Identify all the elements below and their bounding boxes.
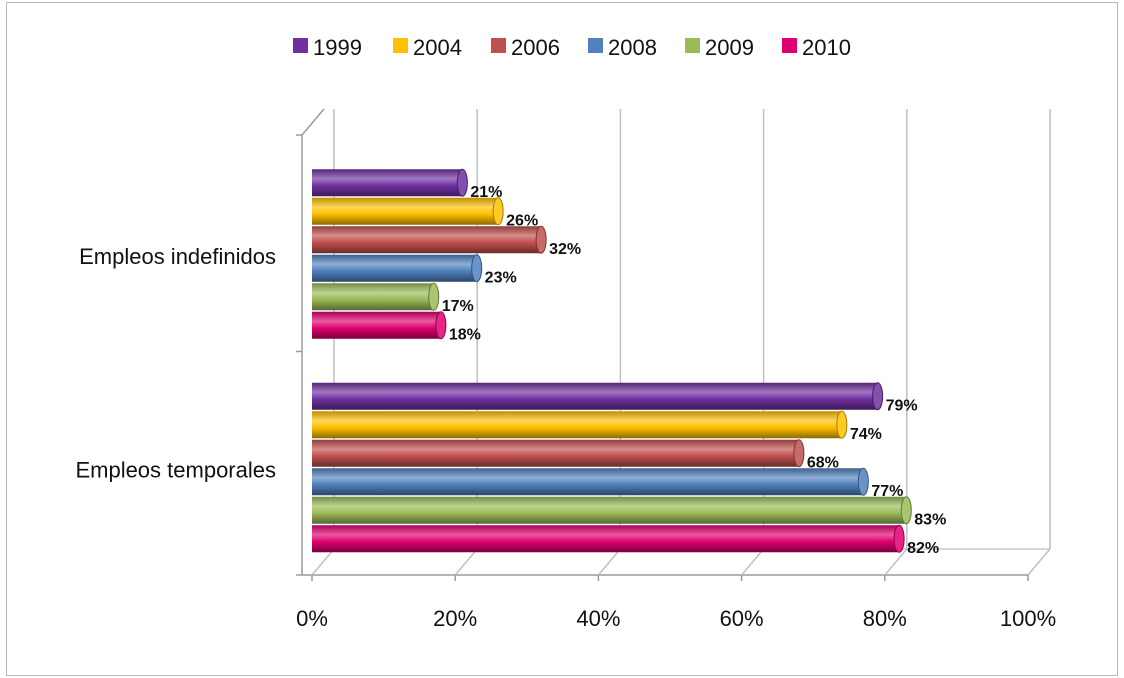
data-label: 26% (506, 212, 538, 229)
legend-item: 2004 (393, 35, 462, 60)
data-label: 77% (871, 483, 903, 500)
legend-swatch (588, 38, 603, 53)
legend-swatch (293, 38, 308, 53)
bar-cap (428, 282, 440, 311)
legend-label: 2006 (511, 35, 560, 60)
x-tick-label: 40% (576, 606, 620, 631)
floor-gridline (454, 548, 478, 576)
data-label: 23% (485, 269, 517, 286)
data-label: 32% (549, 241, 581, 258)
x-tick-label: 80% (863, 606, 907, 631)
legend-label: 2004 (413, 35, 462, 60)
legend-item: 2006 (491, 35, 560, 60)
category-label: Empleos temporales (75, 457, 276, 482)
bar (312, 468, 864, 496)
x-tick-label: 0% (296, 606, 328, 631)
bar-cap (857, 467, 869, 496)
bar (312, 226, 542, 254)
bar (312, 411, 842, 439)
bar-cap (793, 439, 805, 468)
bar (312, 382, 878, 410)
data-label: 18% (449, 326, 481, 343)
legend-label: 2008 (608, 35, 657, 60)
bar (312, 311, 441, 339)
labels-layer: 0% 20% 40% 60% 80% 100% Empleos indefinidos 21%… (75, 184, 1056, 631)
bar-cap (471, 254, 483, 283)
floor-gridline (311, 548, 335, 576)
x-tick-label: 20% (433, 606, 477, 631)
bar-cap (456, 168, 468, 197)
x-tick-label: 60% (720, 606, 764, 631)
bar-cap (900, 496, 912, 525)
bar (312, 197, 499, 225)
bar-cap (535, 225, 547, 254)
legend-item: 2010 (782, 35, 851, 60)
floor-gridline (884, 548, 908, 576)
category-label: Empleos indefinidos (79, 244, 276, 269)
bar (312, 525, 900, 553)
bar-cap (836, 410, 848, 439)
data-label: 79% (886, 397, 918, 414)
bar-cap (492, 197, 504, 226)
legend-item: 1999 (293, 35, 362, 60)
legend-label: 2010 (802, 35, 851, 60)
bar-cap (435, 311, 447, 340)
floor-gridline (1027, 548, 1051, 576)
legend-item: 2009 (685, 35, 754, 60)
bar (312, 169, 463, 197)
data-label: 17% (442, 298, 474, 315)
legend-swatch (491, 38, 506, 53)
x-tick-label: 100% (1000, 606, 1056, 631)
bar (312, 254, 477, 282)
legend-swatch (782, 38, 797, 53)
bar-cap (893, 524, 905, 553)
floor-gridline (597, 548, 621, 576)
data-label: 68% (807, 454, 839, 471)
bar-cap (872, 382, 884, 411)
data-label: 21% (470, 184, 502, 201)
legend-label: 1999 (313, 35, 362, 60)
floor-gridline (741, 548, 765, 576)
legend: 1999 2004 2006 2008 2009 2010 (293, 35, 851, 60)
data-label: 74% (850, 426, 882, 443)
chart-frame (6, 2, 1118, 676)
y-axis-depth-line (301, 108, 325, 136)
bars-layer (312, 168, 912, 553)
legend-item: 2008 (588, 35, 657, 60)
legend-swatch (685, 38, 700, 53)
bar (312, 496, 907, 524)
bar (312, 283, 434, 311)
data-label: 83% (914, 511, 946, 528)
bar (312, 439, 799, 467)
legend-swatch (393, 38, 408, 53)
data-label: 82% (907, 540, 939, 557)
legend-label: 2009 (705, 35, 754, 60)
